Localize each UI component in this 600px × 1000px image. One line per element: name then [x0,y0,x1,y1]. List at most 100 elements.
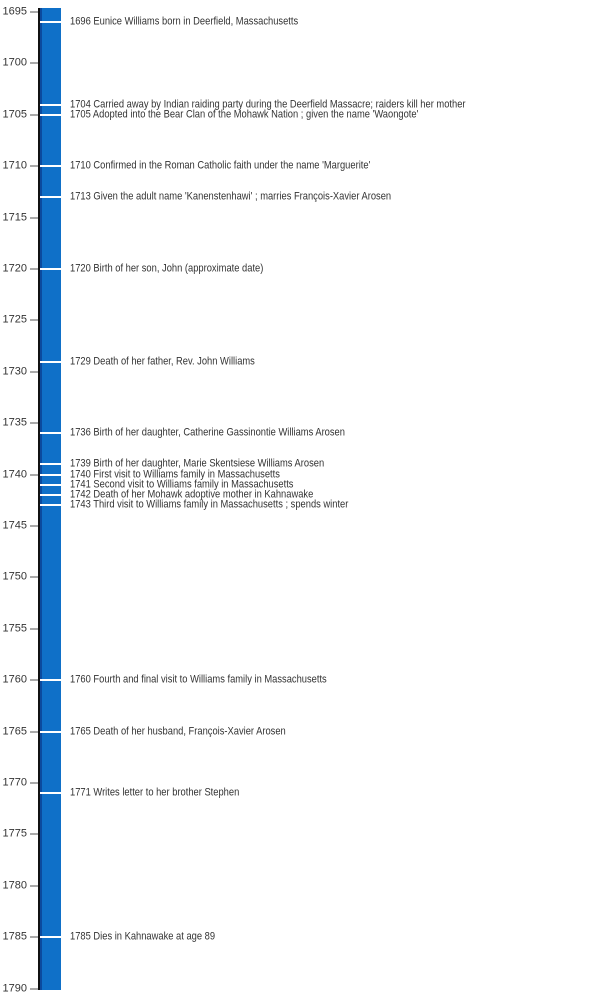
event-divider-line [40,463,61,466]
event-year: 1785 [70,930,91,943]
event-label: 1739 Birth of her daughter, Marie Skents… [70,457,325,470]
event-divider-line [40,103,61,106]
event-divider-line [40,792,61,795]
axis-tick [30,268,38,270]
event-divider-line [40,936,61,939]
axis-tick [30,628,38,630]
event-label: 1713 Given the adult name 'Kanenstenhawi… [70,190,392,203]
axis-tick [30,319,38,321]
axis-year-label: 1725 [2,313,27,326]
event-divider-line [40,483,61,486]
event-text: Death of her father, Rev. John Williams [93,355,255,368]
event-divider-line [40,473,61,476]
axis-tick [30,114,38,116]
axis-year-label: 1705 [2,108,27,121]
event-text: Given the adult name 'Kanenstenhawi' ; m… [93,190,392,203]
axis-tick [30,885,38,887]
event-divider-line [40,494,61,497]
axis-tick [30,217,38,219]
axis-year-label: 1710 [2,159,27,172]
event-year: 1710 [70,159,91,172]
axis-year-label: 1745 [2,519,27,532]
axis-year-label: 1695 [2,5,27,18]
event-year: 1729 [70,355,91,368]
axis-year-label: 1775 [2,827,27,840]
event-year: 1720 [70,262,91,275]
axis-tick [30,525,38,527]
axis-tick [30,936,38,938]
event-label: 1743 Third visit to Williams family in M… [70,498,349,511]
event-text: Death of her husband, François-Xavier Ar… [93,725,286,738]
event-year: 1705 [70,108,91,121]
event-divider-line [40,730,61,733]
axis-year-label: 1790 [2,982,27,995]
event-label: 1742 Death of her Mohawk adoptive mother… [70,488,314,501]
event-year: 1704 [70,98,91,111]
axis-tick [30,782,38,784]
event-label: 1710 Confirmed in the Roman Catholic fai… [70,159,370,172]
axis-year-label: 1700 [2,56,27,69]
event-label: 1696 Eunice Williams born in Deerfield, … [70,15,299,28]
event-text: Birth of her daughter, Catherine Gassino… [93,426,345,439]
event-text: Fourth and final visit to Williams famil… [93,673,327,686]
event-divider-line [40,432,61,435]
axis-year-label: 1770 [2,776,27,789]
event-label: 1704 Carried away by Indian raiding part… [70,99,466,110]
event-text: Adopted into the Bear Clan of the Mohawk… [92,108,419,121]
event-year: 1765 [70,725,91,738]
event-label: 1771 Writes letter to her brother Stephe… [70,786,240,799]
event-divider-line [40,268,61,270]
event-divider-line [40,196,61,199]
event-text: Eunice Williams born in Deerfield, Massa… [93,15,299,28]
event-label: 1705 Adopted into the Bear Clan of the M… [70,109,418,120]
event-text: Birth of her son, John (approximate date… [93,262,264,275]
event-text: Birth of her daughter, Marie Skentsiese … [93,457,325,470]
event-label: 1740 First visit to Williams family in M… [70,469,280,480]
event-text: Dies in Kahnawake at age 89 [93,930,216,943]
axis-tick [30,165,38,167]
axis-year-label: 1760 [2,673,27,686]
event-label: 1760 Fourth and final visit to Williams … [70,673,327,686]
axis-tick [30,731,38,733]
event-label: 1736 Birth of her daughter, Catherine Ga… [70,426,345,439]
event-divider-line [40,113,61,116]
axis-tick [30,833,38,835]
axis-year-label: 1750 [2,570,27,583]
event-label: 1741 Second visit to Williams family in … [70,479,293,490]
event-label: 1785 Dies in Kahnawake at age 89 [70,930,216,943]
axis-year-label: 1765 [2,725,27,738]
event-year: 1743 [70,498,91,511]
event-label: 1729 Death of her father, Rev. John Will… [70,356,255,367]
event-text: Third visit to Williams family in Massac… [93,498,349,511]
event-text: Writes letter to her brother Stephen [93,786,240,799]
event-label: 1765 Death of her husband, François-Xavi… [70,726,286,737]
axis-tick [30,371,38,373]
axis-year-label: 1715 [2,211,27,224]
event-year: 1736 [70,426,91,439]
event-divider-line [40,21,61,24]
axis-year-label: 1730 [2,365,27,378]
axis-year-label: 1720 [2,262,27,275]
axis-year-label: 1780 [2,879,27,892]
axis-tick [30,11,38,13]
event-divider-line [40,504,61,507]
axis-tick [30,62,38,64]
event-year: 1742 [70,488,91,501]
event-year: 1771 [70,786,91,799]
axis-year-label: 1755 [2,622,27,635]
event-divider-line [40,360,61,363]
axis-tick [30,576,38,578]
event-year: 1696 [70,15,91,28]
event-divider-line [40,679,61,682]
event-year: 1741 [70,478,91,491]
axis-year-label: 1740 [2,468,27,481]
axis-tick [30,474,38,476]
event-text: Death of her Mohawk adoptive mother in K… [93,488,314,501]
event-text: First visit to Williams family in Massac… [93,468,280,481]
event-label: 1720 Birth of her son, John (approximate… [70,262,264,275]
axis-year-label: 1785 [2,930,27,943]
timeline-bar [38,8,61,990]
event-text: Carried away by Indian raiding party dur… [93,98,466,111]
axis-tick [30,988,38,990]
